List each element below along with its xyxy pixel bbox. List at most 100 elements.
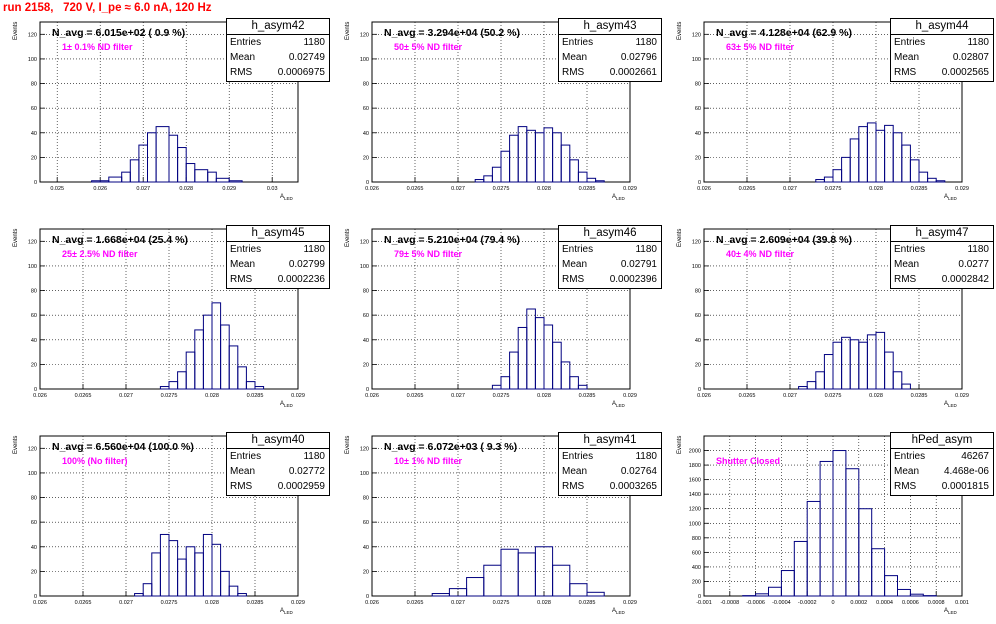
stat-value: 0.0003265 bbox=[610, 479, 657, 494]
histogram-bin bbox=[492, 385, 501, 389]
histogram-bin bbox=[570, 377, 579, 389]
x-tick-label: 0.03 bbox=[267, 186, 278, 192]
histogram-bin bbox=[130, 160, 139, 182]
stat-label: Mean bbox=[894, 257, 919, 272]
y-tick-label: 100 bbox=[360, 471, 369, 477]
histogram-bin bbox=[842, 157, 851, 182]
x-tick-label: 0.029 bbox=[955, 393, 969, 399]
y-tick-label: 80 bbox=[363, 82, 369, 88]
x-tick-label: 0.0285 bbox=[911, 393, 928, 399]
filter-label: 1± 0.1% ND filter bbox=[62, 42, 132, 52]
histogram-bin bbox=[216, 178, 229, 182]
stat-row-mean: Mean 0.02796 bbox=[559, 50, 661, 65]
histogram-bin bbox=[553, 565, 570, 596]
x-tick-label: 0.028 bbox=[205, 393, 219, 399]
y-tick-label: 40 bbox=[695, 338, 701, 344]
histogram-bin bbox=[178, 148, 187, 182]
x-tick-label: 0.028 bbox=[869, 393, 883, 399]
stat-label: Mean bbox=[562, 257, 587, 272]
histogram-bin bbox=[208, 172, 217, 182]
stat-box-title: h_asym43 bbox=[559, 19, 661, 35]
y-tick-label: 40 bbox=[31, 338, 37, 344]
x-tick-label: 0.028 bbox=[537, 600, 551, 606]
stat-label: Mean bbox=[562, 50, 587, 65]
y-axis-label: Events bbox=[677, 229, 683, 247]
histogram-bin bbox=[820, 461, 833, 596]
x-tick-label: 0.0006 bbox=[902, 600, 919, 606]
histogram-bin bbox=[246, 382, 255, 389]
histogram-bin bbox=[842, 337, 851, 389]
x-tick-label: 0.0275 bbox=[493, 600, 510, 606]
histogram-bin bbox=[769, 587, 782, 596]
y-tick-label: 20 bbox=[31, 362, 37, 368]
stat-label: Mean bbox=[230, 50, 255, 65]
stat-label: Mean bbox=[894, 50, 919, 65]
y-tick-label: 20 bbox=[363, 155, 369, 161]
y-tick-label: 120 bbox=[360, 239, 369, 245]
stat-label: RMS bbox=[562, 479, 584, 494]
y-tick-label: 100 bbox=[692, 57, 701, 63]
x-tick-label: 0.0275 bbox=[161, 600, 178, 606]
stat-value: 1180 bbox=[635, 242, 657, 257]
histogram-bin bbox=[178, 372, 187, 389]
y-tick-label: 80 bbox=[363, 496, 369, 502]
y-tick-label: 60 bbox=[31, 106, 37, 112]
y-tick-label: 60 bbox=[31, 313, 37, 319]
histogram-bin bbox=[902, 145, 911, 182]
histogram-bin bbox=[122, 172, 131, 182]
stat-label: RMS bbox=[230, 65, 252, 80]
y-tick-label: 60 bbox=[31, 520, 37, 526]
n-avg-label: N_avg = 6.560e+04 (100.0 %) bbox=[52, 441, 194, 453]
x-tick-label: 0.0285 bbox=[911, 186, 928, 192]
y-tick-label: 0 bbox=[34, 180, 37, 186]
stat-value: 0.02796 bbox=[621, 50, 657, 65]
stat-value: 0.0006975 bbox=[278, 65, 325, 80]
x-tick-label: 0.028 bbox=[179, 186, 193, 192]
x-tick-label: 0.026 bbox=[93, 186, 107, 192]
stat-value: 1180 bbox=[303, 449, 325, 464]
histogram-bin bbox=[510, 352, 519, 389]
x-axis-label: ALED bbox=[944, 194, 957, 201]
stat-value: 0.0002959 bbox=[278, 479, 325, 494]
stat-value: 1180 bbox=[303, 35, 325, 50]
x-tick-label: 0.026 bbox=[697, 186, 711, 192]
histogram-bin bbox=[902, 384, 911, 389]
x-tick-label: 0.001 bbox=[955, 600, 969, 606]
x-axis-label: ALED bbox=[944, 608, 957, 615]
histogram-bin bbox=[109, 177, 122, 182]
x-tick-label: 0.027 bbox=[119, 393, 133, 399]
histogram-bin bbox=[195, 170, 208, 182]
x-axis-label: ALED bbox=[612, 608, 625, 615]
x-tick-label: 0.026 bbox=[33, 393, 47, 399]
x-tick-label: 0.0008 bbox=[928, 600, 945, 606]
x-axis-label: ALED bbox=[280, 608, 293, 615]
histogram-bin bbox=[544, 128, 553, 182]
stat-value: 1180 bbox=[635, 449, 657, 464]
y-tick-label: 1400 bbox=[689, 492, 701, 498]
x-tick-label: 0.0275 bbox=[825, 186, 842, 192]
y-tick-label: 60 bbox=[363, 520, 369, 526]
y-tick-label: 80 bbox=[695, 289, 701, 295]
histogram-bin bbox=[867, 335, 876, 389]
y-tick-label: 20 bbox=[363, 569, 369, 575]
y-tick-label: 20 bbox=[695, 155, 701, 161]
histogram-bin bbox=[893, 133, 902, 182]
x-tick-label: 0.029 bbox=[623, 186, 637, 192]
histogram-bin bbox=[816, 180, 825, 182]
filter-label: 25± 2.5% ND filter bbox=[62, 249, 137, 259]
x-tick-label: 0.0275 bbox=[493, 186, 510, 192]
stat-value: 1180 bbox=[967, 35, 989, 50]
histogram-bin bbox=[867, 123, 876, 182]
stat-value: 0.02807 bbox=[953, 50, 989, 65]
y-tick-label: 40 bbox=[31, 131, 37, 137]
